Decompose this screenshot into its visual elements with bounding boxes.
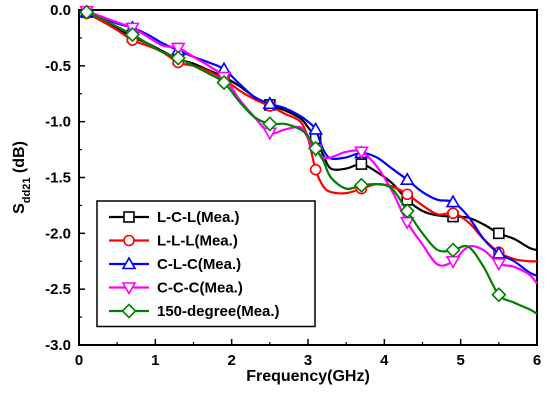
legend-marker [123,211,135,223]
legend-entry: C-L-C(Mea.) [109,256,241,273]
legend-marker [123,234,135,247]
y-tick-label: -2.5 [45,281,71,298]
data-point-marker [445,255,461,269]
x-tick-label: 4 [380,352,389,369]
y-tick-label: -3.0 [45,337,71,354]
x-tick-label: 2 [227,352,235,369]
x-tick-label: 3 [304,352,312,369]
legend-label: L-C-L(Mea.) [157,209,240,226]
legend-entry: L-C-L(Mea.) [109,209,240,226]
x-tick-label: 5 [456,352,464,369]
data-point-marker [308,121,324,135]
data-point-marker [445,194,461,208]
series-150-degree-mea [79,4,538,315]
legend-marker [121,256,137,270]
y-tick-label: -1.5 [45,170,71,187]
legend-label: 150-degree(Mea.) [157,303,280,320]
data-point-marker [353,177,370,193]
legend-label: L-L-L(Mea.) [157,233,238,250]
x-tick-label: 6 [533,352,541,369]
data-point-marker [447,207,459,220]
data-point-marker [399,203,415,219]
data-point-marker [124,26,141,43]
y-axis-title: Sdd21 (dB) [11,141,33,214]
y-tick-label: -2.0 [45,225,71,242]
data-point-marker [309,163,322,176]
x-axis-title: Frequency(GHz) [246,368,370,385]
x-tick-label: 0 [75,352,83,369]
data-point-marker [308,140,324,157]
data-point-marker [354,146,369,160]
legend-marker [121,303,137,319]
legend-marker [121,282,137,296]
y-tick-label: -1.0 [45,114,71,131]
y-tick-label: -0.5 [45,58,71,75]
data-point-marker [445,242,461,258]
data-point-marker [170,50,186,66]
data-point-marker [401,188,414,201]
legend: L-C-L(Mea.) L-L-L(Mea.) C-L-C(Mea.) C-C-C(M… [96,200,316,328]
data-point-marker [491,287,507,303]
series-layer [79,4,538,315]
legend-entry: 150-degree(Mea.) [109,303,280,320]
data-point-marker [79,4,95,20]
data-point-marker [216,74,232,91]
legend-entry: L-L-L(Mea.) [109,233,238,250]
legend-entry: C-C-C(Mea.) [109,280,243,297]
data-point-marker [355,158,368,170]
legend-label: C-L-C(Mea.) [157,256,241,273]
data-point-marker [262,96,278,110]
y-axis-title-main: S [11,203,28,214]
data-point-marker [493,227,505,240]
data-point-marker [170,42,186,56]
data-point-marker [491,245,507,259]
axis-ticks: 0 1 2 3 4 5 6 0.0 -0.5 -1.0 -1.5 -2.0 -2.5 -3.0 [45,2,541,369]
data-point-marker [491,258,507,272]
series-line [82,10,538,315]
series-line [82,8,538,285]
series-line [82,9,538,277]
legend-label: C-C-C(Mea.) [157,280,243,297]
y-tick-label: 0.0 [50,2,71,19]
y-axis-title-sub: dd21 [21,178,33,204]
y-axis-title-unit: (dB) [11,141,28,177]
data-point-marker [399,172,415,186]
x-tick-label: 1 [151,352,159,369]
data-point-marker [262,116,278,132]
